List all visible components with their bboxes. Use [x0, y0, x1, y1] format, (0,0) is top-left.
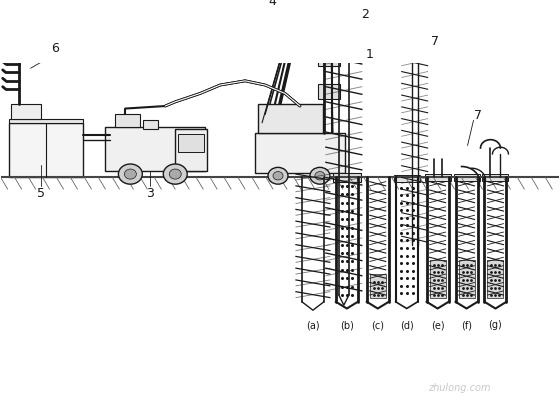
Text: (f): (f): [461, 320, 472, 330]
Bar: [483, 175, 508, 181]
Bar: [488, 260, 503, 298]
Bar: [454, 175, 479, 181]
Bar: [258, 104, 323, 134]
Bar: [318, 85, 340, 100]
Circle shape: [169, 170, 181, 180]
Text: (d): (d): [400, 320, 414, 330]
Circle shape: [273, 172, 283, 181]
Bar: [394, 175, 419, 182]
Bar: [143, 121, 158, 129]
Text: 2: 2: [361, 8, 368, 21]
Text: zhulong.com: zhulong.com: [428, 382, 491, 392]
Text: 6: 6: [52, 42, 59, 55]
Text: 5: 5: [36, 187, 45, 200]
Bar: [8, 119, 83, 124]
Circle shape: [315, 172, 325, 181]
Text: 7: 7: [431, 35, 438, 48]
Circle shape: [268, 168, 288, 185]
Bar: [333, 174, 361, 182]
Bar: [424, 175, 451, 181]
Circle shape: [310, 168, 330, 185]
Bar: [255, 134, 345, 174]
Bar: [8, 124, 83, 178]
Circle shape: [124, 170, 136, 180]
Text: (g): (g): [488, 320, 502, 330]
Text: 7: 7: [474, 109, 482, 122]
Text: 4: 4: [268, 0, 276, 9]
Bar: [370, 275, 386, 298]
Bar: [11, 104, 40, 119]
Text: 1: 1: [366, 47, 374, 60]
Bar: [105, 128, 205, 171]
Text: (a): (a): [306, 320, 320, 330]
Bar: [407, 51, 423, 61]
Bar: [178, 134, 204, 153]
Circle shape: [164, 164, 187, 185]
Circle shape: [118, 164, 142, 185]
Bar: [318, 51, 340, 66]
Bar: [175, 129, 207, 171]
Text: (e): (e): [431, 320, 445, 330]
Bar: [459, 260, 474, 298]
Bar: [115, 115, 141, 128]
Bar: [318, 18, 340, 33]
Text: (c): (c): [371, 320, 384, 330]
Text: (b): (b): [340, 320, 354, 330]
Bar: [430, 260, 446, 298]
Text: 3: 3: [146, 187, 154, 200]
